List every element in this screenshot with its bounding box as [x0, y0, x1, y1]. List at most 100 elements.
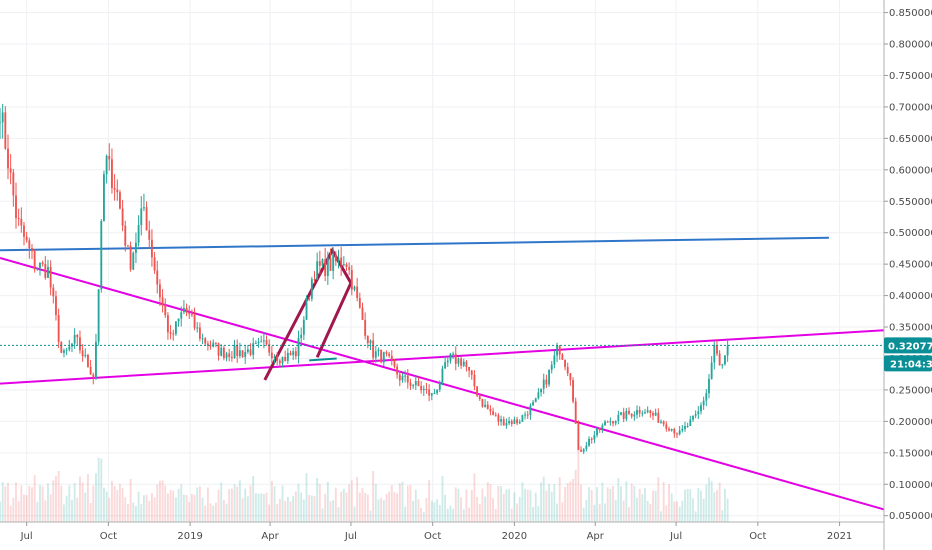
volume-bar — [470, 489, 473, 522]
volume-bar — [468, 507, 471, 522]
candle-body — [182, 307, 185, 313]
volume-bar — [329, 501, 332, 522]
volume-bar — [484, 496, 487, 522]
volume-bar — [297, 483, 300, 522]
candle-body — [65, 349, 68, 351]
volume-bar — [649, 503, 652, 522]
volume-bar — [47, 483, 49, 522]
candle-body — [604, 421, 606, 426]
candle-body — [689, 419, 692, 426]
volume-bar — [545, 490, 548, 522]
candle-body — [390, 355, 393, 361]
volume-bar — [198, 486, 201, 522]
volume-bar — [60, 485, 63, 522]
volume-bar — [188, 501, 191, 522]
candle-body — [340, 257, 343, 265]
candle-body — [76, 334, 79, 338]
candle-body — [1, 112, 4, 123]
candle-body — [324, 259, 327, 276]
candle-body — [0, 122, 1, 124]
price-axis[interactable]: 0.850000 0.800000 0.750000 0.700000 0.650000… — [883, 0, 932, 550]
candle-body — [233, 345, 236, 358]
volume-bar — [369, 510, 372, 522]
candle-body — [404, 375, 407, 377]
volume-bar — [478, 503, 481, 522]
volume-bar — [65, 495, 68, 522]
candle-body — [396, 366, 399, 375]
volume-bar — [582, 507, 585, 522]
candle-body — [145, 207, 148, 231]
volume-bar — [20, 485, 23, 522]
candle-body — [537, 392, 540, 399]
time-tick-label: Jul — [669, 531, 682, 542]
candle-body — [241, 350, 244, 358]
volume-bar — [612, 485, 614, 522]
candle-body — [108, 155, 111, 160]
candle-body — [172, 333, 175, 335]
candle-body — [169, 332, 172, 334]
candle-body — [625, 410, 628, 419]
candle-body — [342, 264, 345, 266]
volume-bar — [652, 490, 654, 522]
candle-body — [681, 428, 684, 431]
time-tick-label: Oct — [100, 531, 117, 542]
candle-body — [478, 395, 481, 399]
candle-body — [697, 411, 700, 415]
volume-bar — [172, 490, 175, 522]
candle-body — [702, 400, 705, 406]
time-tick-label: Apr — [587, 531, 605, 542]
candle-body — [422, 388, 425, 391]
candle-body — [252, 343, 255, 355]
volume-bar — [630, 483, 633, 522]
candle-body — [468, 367, 471, 371]
candle-body — [44, 264, 47, 278]
candle-body — [646, 410, 649, 413]
volume-bar — [158, 480, 161, 522]
candle-body — [553, 355, 556, 365]
candle-body — [254, 342, 257, 344]
candle-body — [412, 385, 415, 387]
candle-body — [428, 389, 431, 396]
candle-body — [406, 375, 409, 383]
volume-bar — [132, 502, 135, 522]
candle-body — [97, 289, 100, 342]
volume-bar — [606, 487, 609, 522]
volume-bar — [529, 490, 532, 522]
volume-bar — [441, 475, 444, 522]
volume-bar — [481, 488, 484, 522]
candle-body — [574, 401, 577, 424]
candle-body — [350, 270, 353, 290]
volume-bar — [681, 500, 684, 522]
volume-bar — [92, 485, 95, 522]
volume-bar — [71, 499, 73, 522]
volume-bar — [673, 501, 676, 522]
volume-bar — [340, 491, 343, 522]
candle-body — [345, 264, 348, 268]
candle-body — [526, 414, 529, 416]
candle-body — [238, 350, 241, 357]
candle-body — [513, 419, 516, 424]
time-axis[interactable]: Jul Oct 2019 Apr Jul Oct 2020 Apr Jul Oct 2021 — [0, 521, 884, 542]
volume-bar — [500, 486, 503, 522]
volume-bar — [377, 499, 380, 522]
volume-bar — [334, 487, 337, 522]
volume-bar — [521, 482, 524, 522]
time-tick-label: 2019 — [177, 531, 202, 542]
candle-body — [484, 404, 487, 407]
volume-bar — [596, 487, 598, 522]
volume-bar — [241, 498, 244, 522]
candle-body — [310, 279, 313, 299]
candle-body — [236, 345, 239, 357]
volume-bar — [342, 488, 345, 522]
candle-body — [358, 298, 361, 308]
volume-bar — [260, 493, 263, 522]
volume-bar — [76, 497, 79, 522]
candle-body — [73, 334, 76, 344]
volume-bar — [180, 484, 183, 522]
volume-bar — [252, 475, 255, 522]
volume-bar — [718, 482, 721, 522]
candle-body — [649, 410, 652, 414]
volume-bar — [497, 485, 500, 522]
volume-bar — [249, 485, 252, 522]
